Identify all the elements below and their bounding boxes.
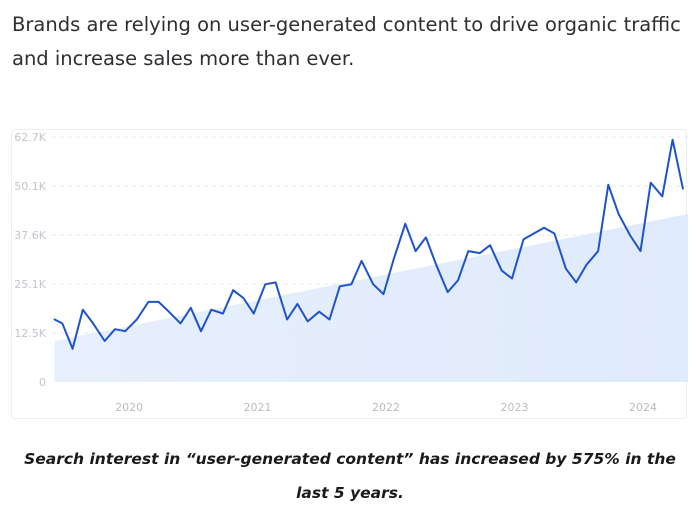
- y-tick-label: 25.1K: [14, 278, 46, 291]
- intro-paragraph: Brands are relying on user-generated con…: [12, 13, 681, 70]
- x-tick-label: 2022: [372, 401, 400, 414]
- x-tick-label: 2021: [244, 401, 272, 414]
- x-tick-label: 2023: [501, 401, 529, 414]
- x-tick-label: 2024: [629, 401, 657, 414]
- trend-area: [54, 213, 688, 382]
- chart-caption: Search interest in “user-generated conte…: [24, 450, 676, 502]
- series-line: [53, 138, 684, 350]
- search-interest-chart: 0 12.5K 25.1K 37.6K 50.1K 62.7K 2020 2021 2022 2…: [11, 129, 688, 419]
- y-tick-label: 62.7K: [14, 131, 46, 144]
- y-tick-label: 0: [39, 376, 46, 389]
- y-tick-label: 50.1K: [14, 180, 46, 193]
- y-tick-label: 37.6K: [14, 229, 46, 242]
- x-tick-label: 2020: [115, 401, 143, 414]
- chart-svg: 0 12.5K 25.1K 37.6K 50.1K 62.7K 2020 2021 2022 2…: [14, 131, 688, 414]
- y-tick-label: 12.5K: [14, 327, 46, 340]
